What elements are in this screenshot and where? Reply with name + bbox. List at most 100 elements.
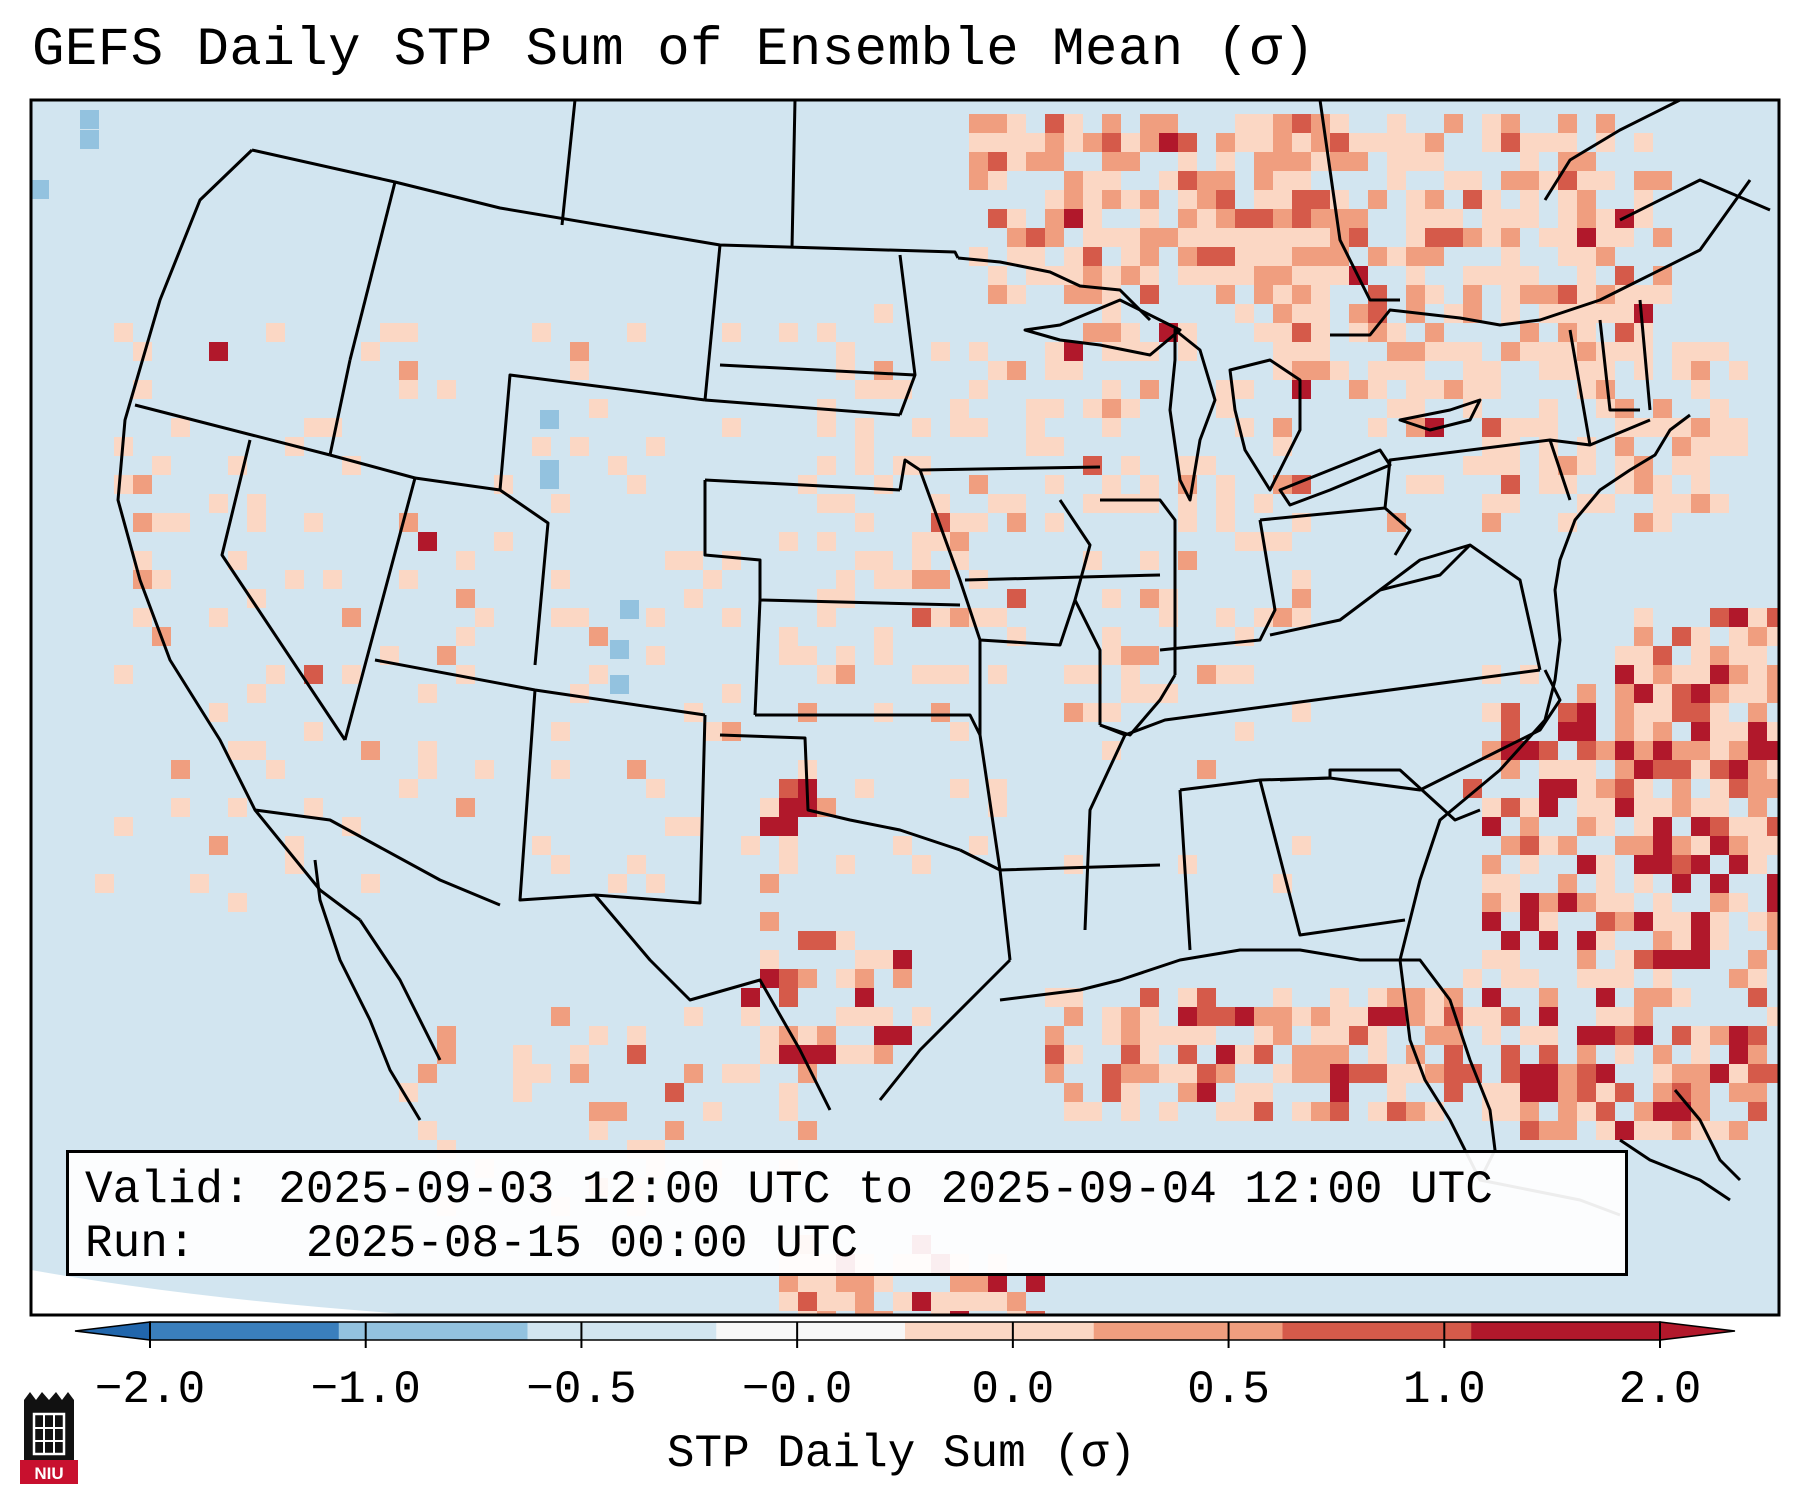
anomaly-cell [779,627,798,646]
anomaly-cell [1368,988,1387,1007]
anomaly-cell [893,969,912,988]
anomaly-cell [1064,703,1083,722]
anomaly-cell [1653,665,1672,684]
anomaly-cell [1349,380,1368,399]
anomaly-cell [1292,114,1311,133]
anomaly-cell [1691,703,1710,722]
anomaly-cell [1254,190,1273,209]
anomaly-cell [1653,1102,1672,1121]
anomaly-cell [1482,703,1501,722]
anomaly-cell [1102,589,1121,608]
anomaly-cell [1140,1007,1159,1026]
anomaly-cell [1501,874,1520,893]
anomaly-cell [1710,684,1729,703]
anomaly-cell [171,798,190,817]
anomaly-cell [1710,817,1729,836]
anomaly-cell [798,1026,817,1045]
anomaly-cell [1558,1083,1577,1102]
anomaly-cell [266,760,285,779]
anomaly-cell [1330,209,1349,228]
anomaly-cell [1691,342,1710,361]
anomaly-cell [1786,703,1803,722]
anomaly-cell [1349,228,1368,247]
anomaly-cell [988,266,1007,285]
anomaly-cell [1501,1102,1520,1121]
anomaly-cell [722,684,741,703]
anomaly-cell [1653,931,1672,950]
anomaly-cell [1786,798,1803,817]
anomaly-cell [1349,1026,1368,1045]
anomaly-cell [1596,228,1615,247]
anomaly-cell [1672,1121,1691,1140]
anomaly-cell [1178,551,1197,570]
anomaly-cell [1406,475,1425,494]
anomaly-cell [836,855,855,874]
anomaly-cell [1406,361,1425,380]
anomaly-cell [1406,266,1425,285]
anomaly-cell [1273,437,1292,456]
anomaly-cell [1273,475,1292,494]
anomaly-cell [817,532,836,551]
anomaly-cell [1653,494,1672,513]
anomaly-cell [1463,969,1482,988]
anomaly-cell [817,456,836,475]
anomaly-cell [1216,1045,1235,1064]
anomaly-cell [418,1064,437,1083]
anomaly-cell [1406,380,1425,399]
anomaly-cell [950,665,969,684]
anomaly-cell [475,760,494,779]
anomaly-cell [1121,1045,1140,1064]
anomaly-cell [1653,171,1672,190]
anomaly-cell [1691,722,1710,741]
anomaly-cell [1767,912,1779,931]
anomaly-cell [1577,304,1596,323]
anomaly-cell [1140,684,1159,703]
anomaly-cell [418,741,437,760]
anomaly-cell [1729,1064,1748,1083]
anomaly-cell [1729,855,1748,874]
anomaly-cell [228,893,247,912]
anomaly-cell [1634,760,1653,779]
anomaly-cell [1615,1121,1634,1140]
anomaly-cell [836,931,855,950]
anomaly-cell [1292,608,1311,627]
anomaly-cell [1596,1026,1615,1045]
anomaly-cell [779,969,798,988]
anomaly-cell [1748,760,1767,779]
anomaly-cell [798,646,817,665]
anomaly-cell [1197,190,1216,209]
anomaly-cell [1083,323,1102,342]
anomaly-cell [1007,1311,1026,1315]
anomaly-cell [1672,418,1691,437]
anomaly-cell [418,760,437,779]
anomaly-cell [1577,266,1596,285]
anomaly-cell [1539,741,1558,760]
anomaly-cell [779,798,798,817]
anomaly-cell [1140,646,1159,665]
anomaly-cell [1064,209,1083,228]
anomaly-cell [570,608,589,627]
anomaly-cell [1596,912,1615,931]
anomaly-cell [1691,361,1710,380]
run-label: Run: [85,1218,196,1270]
anomaly-cell [1748,817,1767,836]
anomaly-cell [608,874,627,893]
anomaly-cell [1653,741,1672,760]
anomaly-cell [1710,418,1729,437]
anomaly-cell [1406,342,1425,361]
anomaly-cell [855,1273,874,1292]
anomaly-cell [779,988,798,1007]
anomaly-cell [950,532,969,551]
anomaly-cell [1501,266,1520,285]
anomaly-cell [627,323,646,342]
anomaly-cell [760,969,779,988]
anomaly-cell [209,494,228,513]
anomaly-cell [532,323,551,342]
anomaly-cell [1786,741,1803,760]
logo-lettering: NIU [34,1464,64,1483]
anomaly-cell [1311,1026,1330,1045]
anomaly-cell [1121,494,1140,513]
anomaly-cell [1748,684,1767,703]
anomaly-cell [1672,361,1691,380]
anomaly-cell [874,1273,893,1292]
